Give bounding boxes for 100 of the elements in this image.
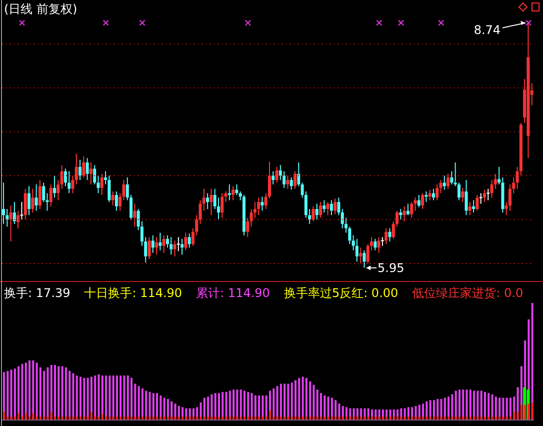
candlestick [28, 186, 31, 216]
candlestick [366, 244, 370, 264]
bar [513, 412, 516, 420]
bar [528, 404, 530, 420]
candlestick [260, 196, 264, 212]
candlestick [450, 170, 454, 185]
candlestick [402, 206, 406, 222]
candlestick [2, 182, 5, 224]
bar [520, 404, 522, 420]
bar [32, 412, 34, 420]
candlestick [334, 198, 337, 215]
candlestick [34, 184, 38, 212]
text: 十日换手: 114.90 [84, 285, 182, 302]
candlestick [508, 184, 512, 212]
candlestick [319, 201, 322, 218]
candlestick [446, 173, 450, 190]
text: 换手率过5反红: 0.00 [284, 285, 398, 302]
candlestick [290, 176, 293, 190]
candlestick [472, 200, 476, 214]
candlestick [490, 180, 494, 198]
candlestick [439, 180, 442, 194]
candlestick [272, 170, 275, 185]
candlestick [74, 153, 78, 185]
candlestick [162, 234, 166, 254]
candlestick [374, 238, 377, 251]
candlestick [93, 164, 96, 185]
candlestick [114, 190, 118, 212]
candlestick [384, 228, 388, 245]
candlestick [377, 236, 380, 254]
candlestick [278, 164, 282, 181]
candlestick [170, 236, 173, 256]
candlestick [312, 206, 315, 222]
candlestick [482, 189, 486, 202]
bar [531, 402, 534, 420]
candlestick [213, 188, 216, 210]
candlestick [421, 192, 424, 210]
bar [101, 414, 104, 420]
candlestick [322, 200, 326, 214]
candlestick [56, 180, 60, 201]
bar [269, 410, 271, 420]
candlestick [148, 236, 151, 260]
candlestick [198, 200, 202, 224]
bar [524, 404, 526, 420]
candlestick [428, 189, 432, 201]
candlestick [286, 175, 290, 190]
bar [18, 412, 20, 420]
candlestick [9, 204, 12, 242]
candlestick [42, 182, 46, 202]
candlestick [348, 226, 352, 245]
candlestick [49, 184, 52, 207]
candlestick [173, 240, 176, 257]
candlestick [158, 232, 162, 251]
candlestick [362, 250, 366, 268]
candlestick [220, 192, 224, 218]
candlestick [253, 201, 256, 218]
candlestick [294, 170, 297, 190]
candlestick [108, 175, 111, 202]
candlestick [414, 197, 417, 212]
candlestick [6, 208, 9, 228]
bar [3, 412, 5, 420]
candlestick [12, 201, 16, 224]
candlestick [111, 190, 114, 206]
candlestick [457, 182, 460, 201]
candlestick [64, 168, 67, 187]
candlestick [399, 208, 402, 220]
chart-title: (日线 前复权) [4, 1, 78, 18]
candlestick [184, 232, 188, 251]
candlestick [257, 197, 260, 216]
candlestick [235, 184, 238, 196]
bar [50, 412, 52, 420]
candlestick [232, 186, 235, 201]
candlestick [53, 175, 56, 198]
candlestick [337, 197, 340, 216]
candlestick [494, 173, 497, 190]
candlestick [355, 238, 358, 262]
text: 低位绿庄家进货: 0.0 [412, 285, 524, 302]
candlestick [31, 188, 34, 214]
candlestick [176, 236, 180, 252]
candlestick [206, 192, 210, 210]
candlestick [216, 197, 220, 220]
candlestick [359, 247, 362, 264]
candlestick [180, 238, 184, 256]
candlestick [476, 194, 479, 212]
candlestick [188, 233, 191, 248]
candlestick [461, 187, 464, 202]
candlestick [166, 234, 169, 248]
candlestick [501, 176, 504, 214]
candlestick [78, 159, 82, 181]
candlestick [86, 158, 89, 181]
candlestick [89, 162, 92, 185]
candlestick [340, 208, 344, 229]
candlestick [246, 217, 250, 238]
annotation: 5.95 [378, 260, 404, 275]
candlestick [250, 208, 253, 228]
candlestick [315, 203, 318, 220]
candlestick [282, 170, 286, 188]
candlestick [82, 156, 86, 178]
candlestick [151, 234, 154, 254]
candlestick [275, 166, 278, 184]
bar [24, 412, 27, 420]
